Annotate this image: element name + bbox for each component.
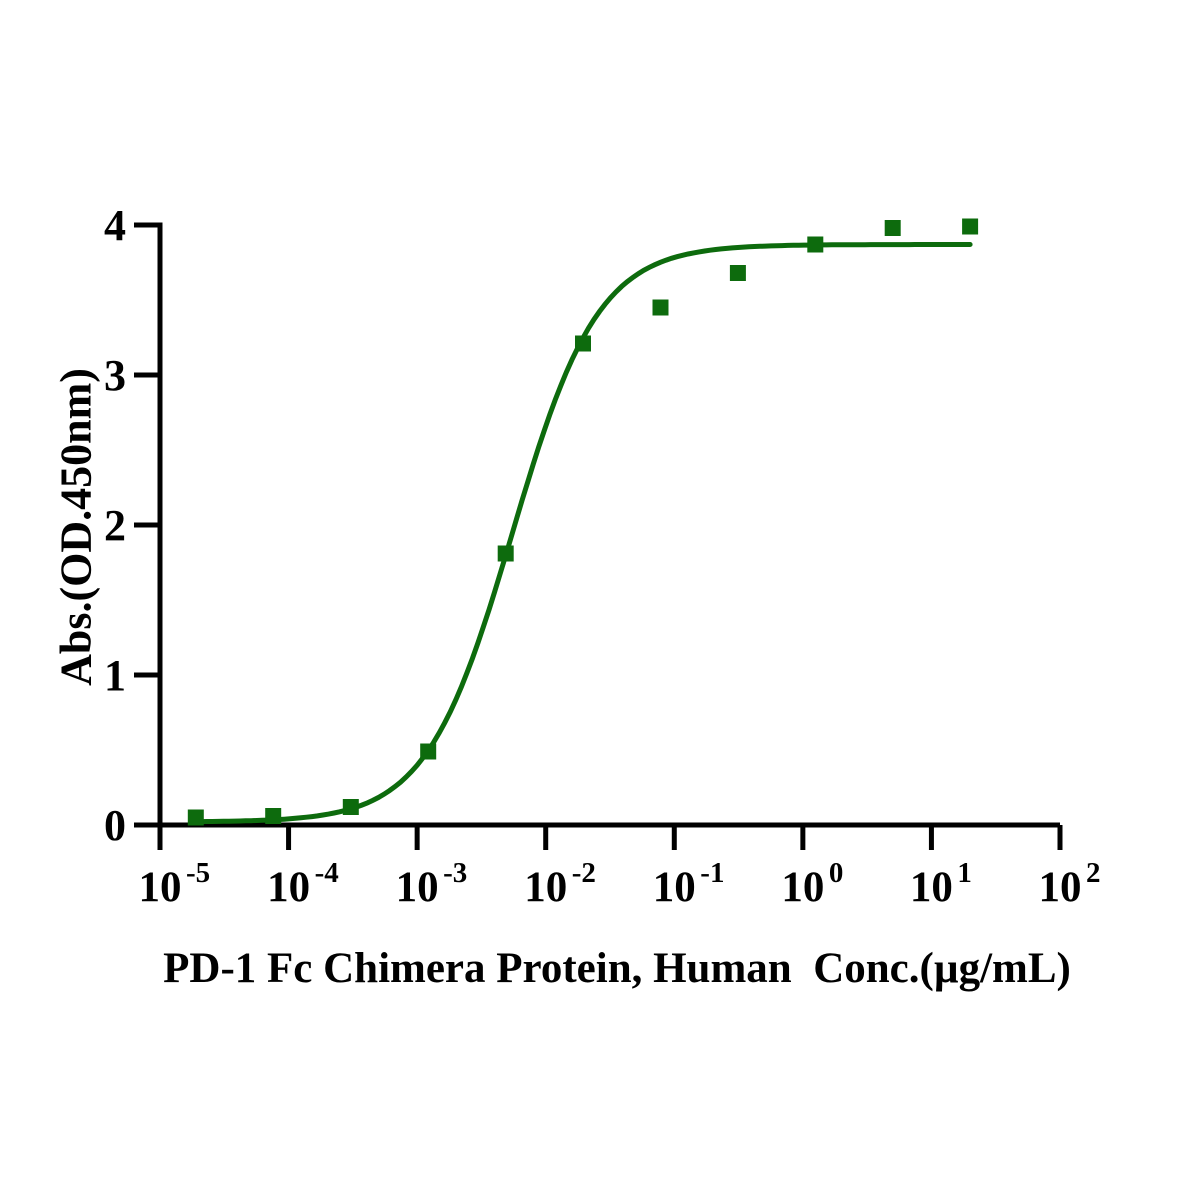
x-tick-label: 10 [524, 864, 567, 911]
x-tick-label: 10 [1039, 864, 1082, 911]
data-point-marker [729, 265, 746, 281]
data-point-marker [265, 808, 282, 824]
y-tick-label: 4 [104, 201, 126, 250]
y-tick-label: 1 [104, 651, 126, 700]
data-point-marker [420, 743, 437, 760]
data-point-marker [962, 218, 979, 235]
y-tick-label: 0 [104, 801, 126, 850]
x-axis-title: PD-1 Fc Chimera Protein, Human Conc.(µg/… [163, 945, 1071, 992]
x-tick-label: 10 [653, 864, 696, 911]
data-point-marker [575, 335, 591, 352]
x-tick-label: 10 [267, 864, 310, 911]
data-point-marker [807, 236, 824, 253]
data-point-marker [497, 545, 514, 562]
data-point-marker [187, 809, 204, 826]
fit-curve [193, 242, 973, 825]
x-tick-label: 10 [910, 864, 953, 911]
x-tick-exponent: -4 [315, 857, 339, 889]
x-tick-exponent: -2 [572, 857, 596, 889]
y-axis-title: Abs.(OD.450nm) [51, 368, 101, 686]
y-tick-label: 2 [104, 501, 126, 550]
x-tick-exponent: 1 [957, 857, 972, 889]
data-point-marker [342, 799, 359, 815]
data-point-marker [884, 220, 901, 236]
x-tick-label: 10 [396, 864, 439, 911]
x-tick-exponent: -5 [186, 857, 210, 889]
x-tick-exponent: 2 [1086, 857, 1101, 889]
y-tick-label: 3 [104, 351, 126, 400]
x-tick-exponent: -3 [443, 857, 467, 889]
x-tick-label: 10 [139, 864, 182, 911]
x-tick-label: 10 [781, 864, 824, 911]
x-tick-exponent: 0 [829, 857, 844, 889]
x-tick-exponent: -1 [700, 857, 724, 889]
data-point-marker [652, 299, 669, 316]
